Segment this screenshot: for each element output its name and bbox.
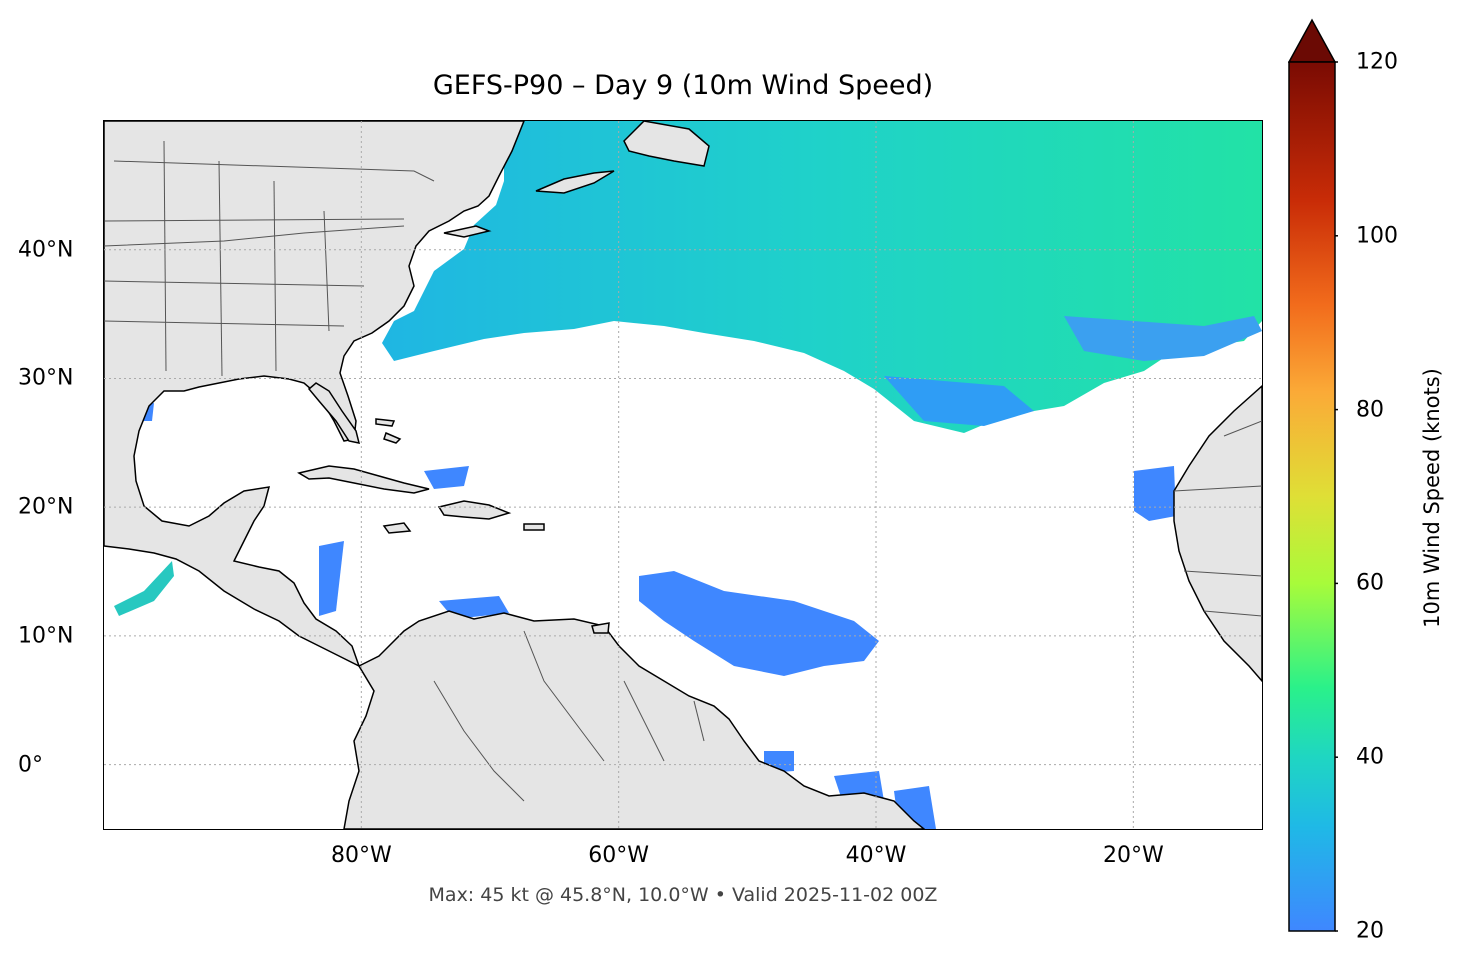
- colorbar-gradient: [1288, 61, 1336, 932]
- colorbar-title: 10m Wind Speed (knots): [1420, 368, 1444, 628]
- lat-tick-label: 40°N: [18, 237, 74, 263]
- colorbar-tick-label: 20: [1356, 918, 1384, 944]
- lon-tick-label: 80°W: [330, 843, 392, 868]
- lat-tick-label: 20°N: [18, 494, 74, 520]
- colorbar-tick-label: 40: [1356, 744, 1384, 770]
- florida: [307, 382, 361, 444]
- colorbar-tick-label: 80: [1356, 397, 1384, 423]
- bahamas: [375, 418, 402, 444]
- jamaica: [382, 522, 412, 534]
- trinidad: [591, 622, 610, 634]
- south-america-landmass: [343, 610, 926, 829]
- puerto-rico: [523, 523, 545, 531]
- map-title: GEFS-P90 – Day 9 (10m Wind Speed): [432, 70, 934, 101]
- colorbar-extend-arrow: [1288, 18, 1337, 63]
- hispaniola: [437, 500, 512, 520]
- lon-tick-label: 20°W: [1102, 843, 1164, 868]
- lon-tick-label: 60°W: [588, 843, 650, 868]
- colorbar-tick-label: 60: [1356, 570, 1384, 596]
- max-info-caption: Max: 45 kt @ 45.8°N, 10.0°W • Valid 2025…: [428, 884, 938, 906]
- north-atlantic-wind-area: [382, 121, 1262, 433]
- cuba: [297, 465, 430, 494]
- map-panel[interactable]: [104, 121, 1262, 829]
- lat-tick-label: 10°N: [18, 623, 74, 649]
- newfoundland: [623, 121, 710, 167]
- colorbar-tick-label: 120: [1356, 49, 1398, 75]
- colorbar: [1288, 18, 1338, 932]
- lon-tick-label: 40°W: [845, 843, 907, 868]
- north-america-landmass: [104, 121, 525, 668]
- lat-tick-label: 30°N: [18, 365, 74, 391]
- africa-landmass: [1173, 384, 1262, 683]
- lat-tick-label: 0°: [18, 752, 43, 778]
- gridlines: [104, 121, 1262, 829]
- country-borders: [104, 140, 1262, 802]
- wind-speed-map[interactable]: [104, 121, 1262, 829]
- tropical-wind-area: [639, 571, 879, 676]
- land: [104, 121, 1262, 829]
- colorbar-tick-label: 100: [1356, 223, 1398, 249]
- long-island: [443, 225, 492, 238]
- nova-scotia: [535, 170, 615, 194]
